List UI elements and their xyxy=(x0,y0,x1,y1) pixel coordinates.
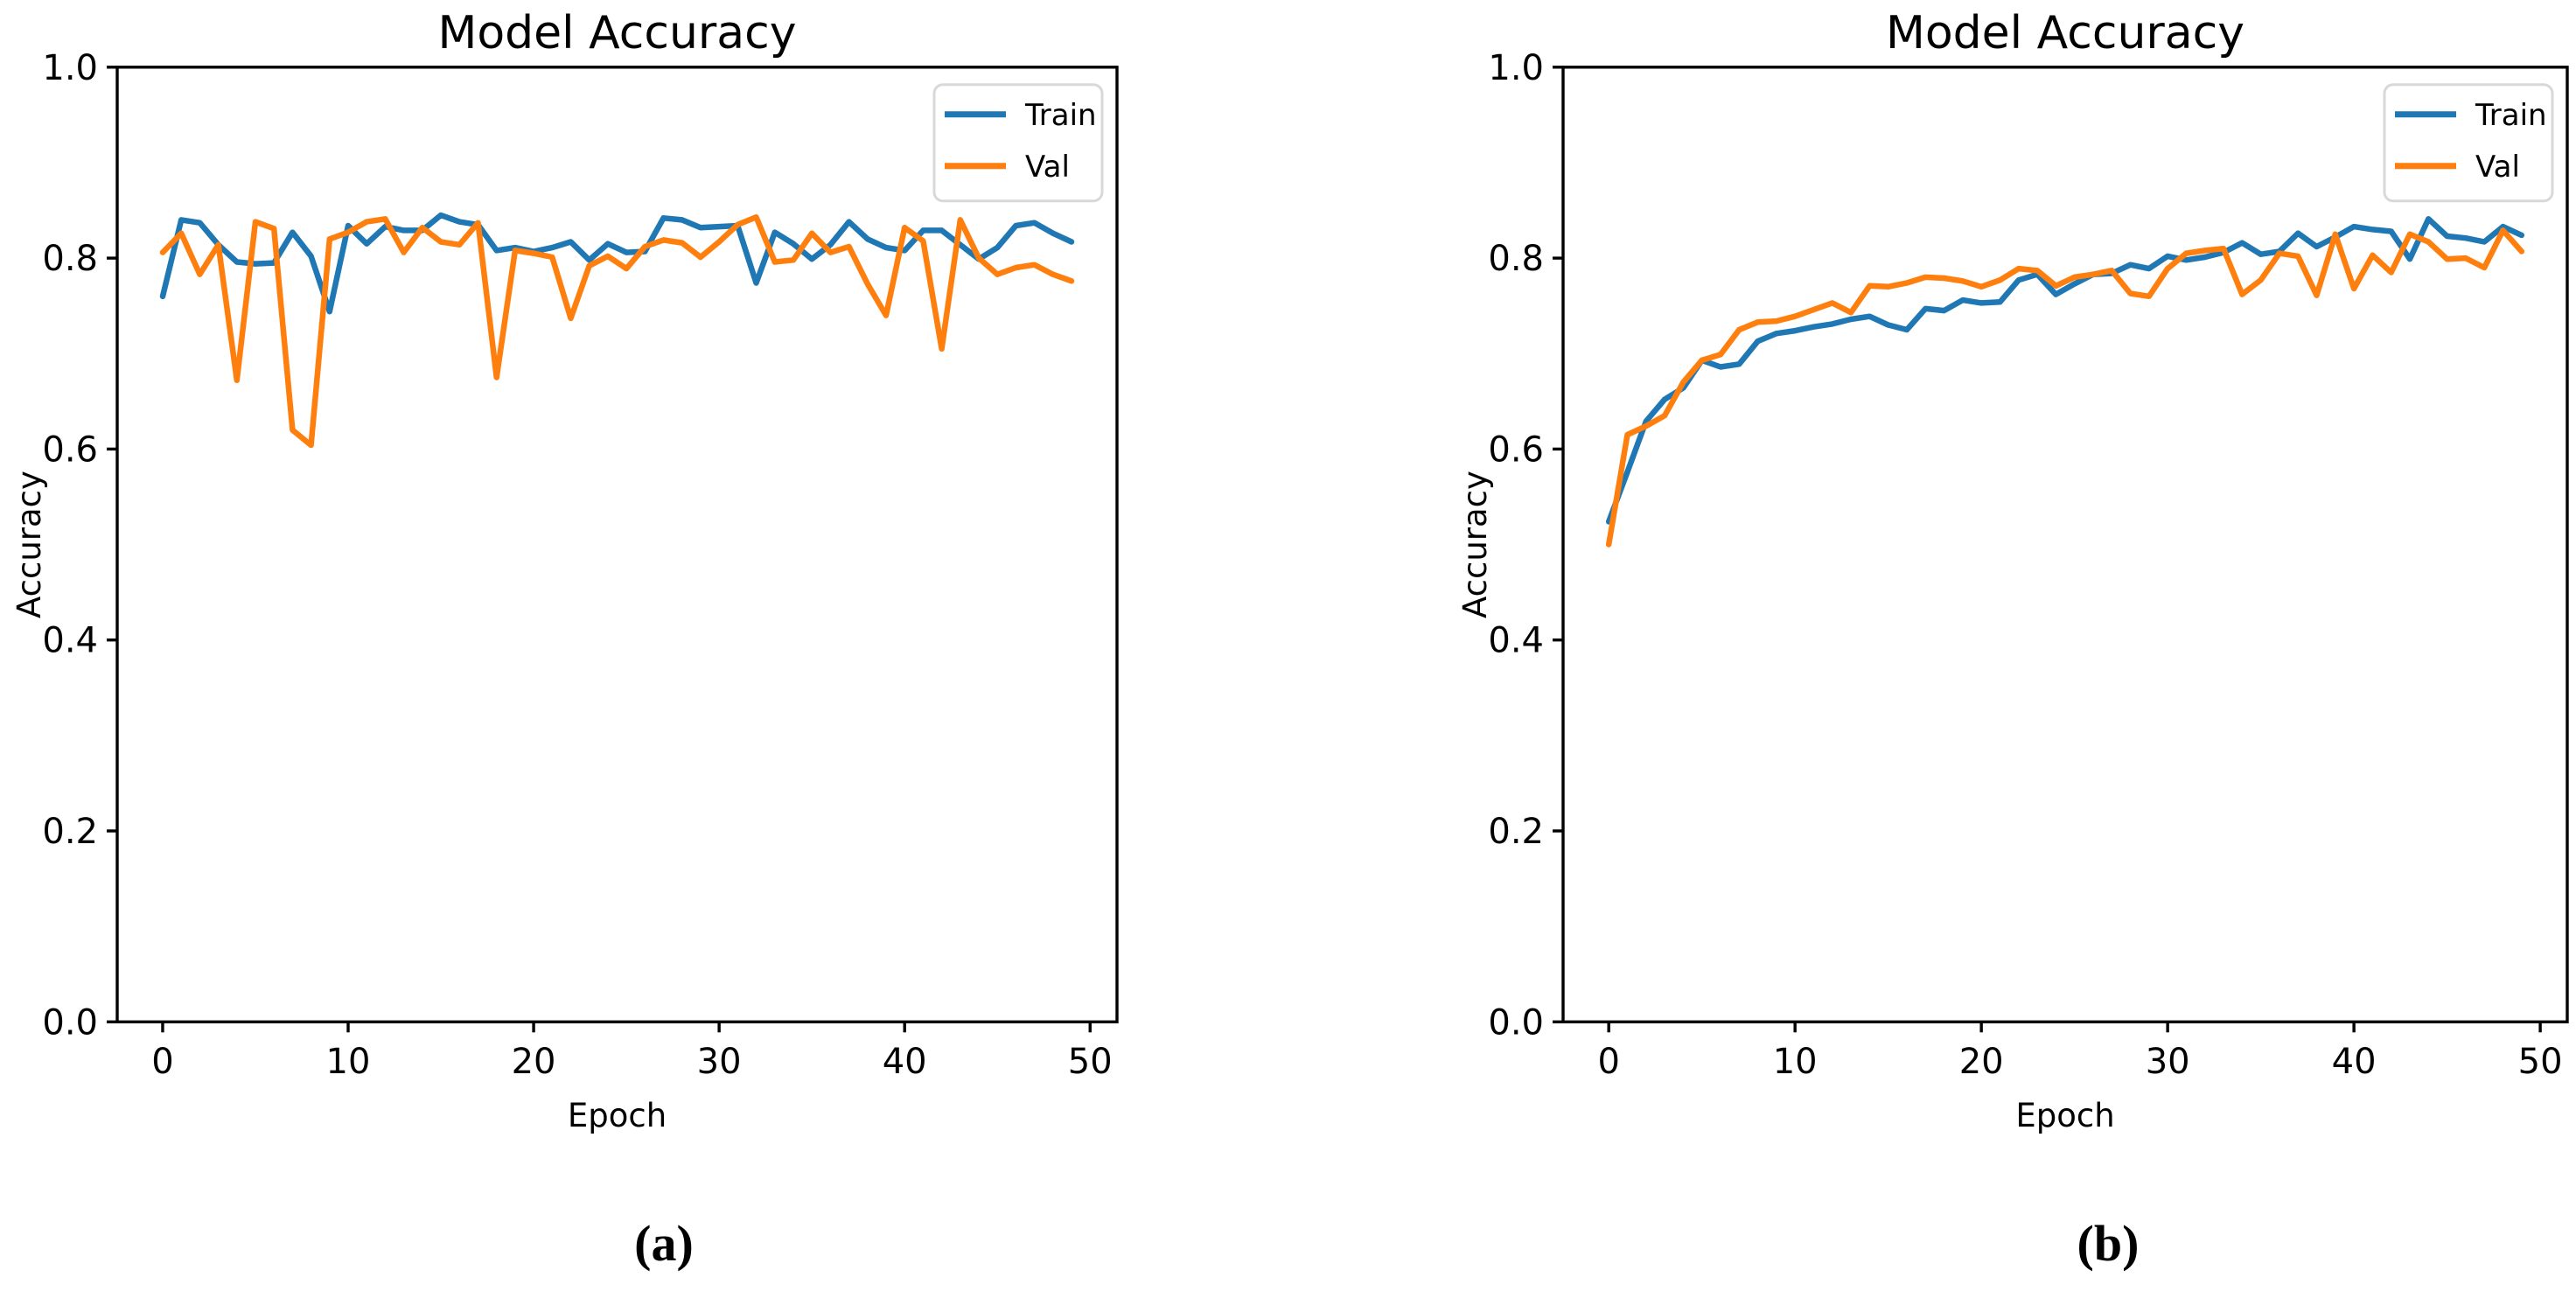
x-tick-label: 0 xyxy=(1597,1042,1619,1082)
x-tick-label: 10 xyxy=(1773,1042,1818,1082)
y-tick-label: 0.2 xyxy=(42,812,98,852)
x-tick-label: 50 xyxy=(1068,1042,1113,1082)
y-tick-label: 0.6 xyxy=(1488,429,1544,470)
x-tick-label: 0 xyxy=(151,1042,173,1082)
train-line xyxy=(159,212,1075,315)
legend-label-val: Val xyxy=(1025,150,1070,185)
x-tick-label: 50 xyxy=(2518,1042,2563,1082)
y-axis-label: Accuracy xyxy=(1456,471,1494,618)
y-tick-label: 1.0 xyxy=(42,48,98,88)
x-tick-label: 40 xyxy=(883,1042,927,1082)
x-tick-label: 20 xyxy=(1959,1042,2004,1082)
legend-label-train: Train xyxy=(2475,98,2547,133)
y-tick-label: 1.0 xyxy=(1488,48,1544,88)
y-tick-label: 0.4 xyxy=(1488,621,1544,661)
x-tick-label: 40 xyxy=(2332,1042,2377,1082)
legend-label-val: Val xyxy=(2475,150,2520,185)
legend-label-train: Train xyxy=(1024,98,1097,133)
y-tick-label: 0.0 xyxy=(1488,1002,1544,1043)
y-axis-label: Accuracy xyxy=(10,471,48,618)
y-tick-label: 0.6 xyxy=(42,429,98,470)
x-tick-label: 10 xyxy=(326,1042,371,1082)
chart-title: Model Accuracy xyxy=(1886,7,2244,59)
train-line xyxy=(1605,216,2525,525)
y-tick-label: 0.4 xyxy=(42,621,98,661)
chart-title: Model Accuracy xyxy=(437,7,796,59)
x-tick-label: 20 xyxy=(512,1042,556,1082)
subfigure-caption-a: (a) xyxy=(634,1215,694,1272)
x-tick-label: 30 xyxy=(2146,1042,2190,1082)
subfigure-caption-b: (b) xyxy=(2077,1215,2140,1272)
axes-spine xyxy=(1561,66,2569,1024)
val-line xyxy=(1605,227,2525,548)
y-tick-label: 0.8 xyxy=(1488,239,1544,279)
y-tick-label: 0.0 xyxy=(42,1002,98,1043)
x-axis-label: Epoch xyxy=(2015,1097,2114,1134)
y-tick-label: 0.8 xyxy=(42,239,98,279)
y-tick-label: 0.2 xyxy=(1488,812,1544,852)
x-tick-label: 30 xyxy=(697,1042,742,1082)
val-line xyxy=(159,213,1075,449)
x-axis-label: Epoch xyxy=(568,1097,667,1134)
axes-spine xyxy=(115,66,1119,1024)
